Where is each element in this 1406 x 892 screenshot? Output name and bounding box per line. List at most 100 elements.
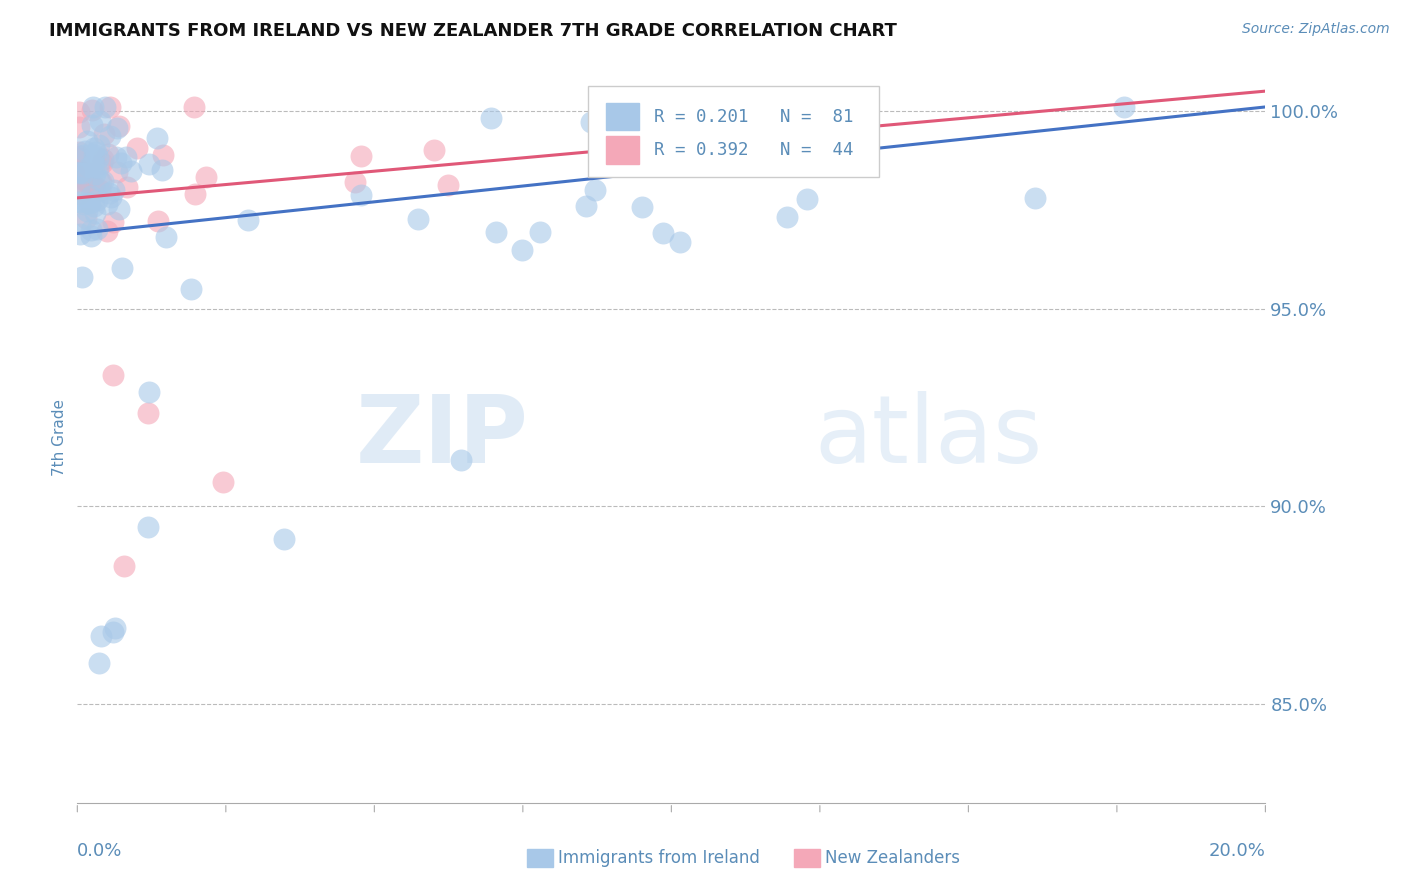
Point (273, 532, 295, 546)
Point (107, 121, 129, 136)
Point (120, 164, 142, 178)
Point (112, 558, 135, 573)
Point (125, 141, 148, 155)
Point (138, 384, 160, 399)
Point (93, 127, 115, 141)
Point (80, 103, 103, 118)
Point (98, 129, 121, 144)
Text: ZIP: ZIP (356, 391, 529, 483)
Point (107, 202, 129, 216)
Point (101, 368, 124, 383)
Point (89, 172, 111, 186)
Point (579, 114, 602, 128)
Point (436, 178, 458, 193)
Point (76, 134, 98, 148)
Point (80, 229, 103, 244)
Point (69, 227, 91, 242)
Point (89, 656, 111, 670)
Point (100, 190, 122, 204)
Point (575, 199, 598, 213)
Point (101, 625, 124, 640)
Point (96, 197, 118, 211)
Point (73, 196, 96, 211)
Point (67, 165, 90, 179)
Text: atlas: atlas (814, 391, 1042, 483)
Text: 0.0%: 0.0% (77, 842, 122, 861)
Point (91, 174, 114, 188)
Point (107, 119, 129, 133)
Text: New Zealanders: New Zealanders (825, 849, 960, 867)
Point (238, 213, 260, 227)
Point (67, 174, 90, 188)
Point (110, 156, 132, 170)
Point (86, 221, 108, 235)
Point (111, 260, 134, 275)
Point (84, 145, 107, 160)
Point (103, 184, 125, 198)
Point (87, 161, 110, 175)
Point (796, 193, 818, 207)
Point (67, 120, 90, 135)
Point (146, 214, 169, 228)
Point (76, 166, 98, 180)
Point (638, 130, 661, 145)
Point (150, 163, 173, 178)
Point (77, 173, 100, 187)
Point (115, 180, 138, 194)
Point (86, 194, 108, 208)
Point (104, 621, 127, 635)
Point (67, 151, 90, 165)
Point (180, 282, 202, 296)
Point (652, 227, 675, 241)
Point (93, 100, 115, 114)
Point (583, 183, 606, 197)
Point (101, 215, 124, 229)
Point (83, 148, 105, 162)
Point (343, 175, 366, 189)
Point (82, 155, 104, 169)
Point (669, 235, 692, 249)
Point (98, 186, 121, 200)
Point (67, 187, 90, 202)
Bar (606, 136, 640, 164)
Point (90, 175, 112, 189)
Y-axis label: 7th Grade: 7th Grade (52, 399, 67, 475)
Point (89, 114, 111, 128)
Bar (606, 103, 640, 130)
Point (72, 163, 94, 178)
Point (450, 453, 472, 467)
Point (75, 211, 97, 225)
Text: 20.0%: 20.0% (1209, 842, 1265, 861)
Point (69, 165, 91, 179)
Point (67, 149, 90, 163)
Point (76, 204, 98, 219)
Text: Immigrants from Ireland: Immigrants from Ireland (558, 849, 761, 867)
Text: IMMIGRANTS FROM IRELAND VS NEW ZEALANDER 7TH GRADE CORRELATION CHART: IMMIGRANTS FROM IRELAND VS NEW ZEALANDER… (49, 22, 897, 40)
Point (194, 169, 217, 184)
Point (91, 152, 114, 166)
Point (84, 206, 107, 220)
Point (80, 189, 103, 203)
Point (97, 147, 120, 161)
Point (75, 144, 97, 158)
Point (90, 629, 112, 643)
Point (83, 199, 105, 213)
Point (77, 160, 100, 174)
Point (155, 230, 177, 244)
Point (76, 170, 98, 185)
Point (98, 100, 121, 114)
Point (90, 156, 112, 170)
Point (350, 149, 373, 163)
Point (82, 100, 104, 114)
Point (152, 147, 174, 161)
Point (146, 131, 169, 145)
Point (70, 269, 93, 284)
Point (72, 166, 94, 180)
Point (82, 179, 104, 194)
Point (87, 151, 110, 165)
Point (136, 406, 159, 420)
Point (67, 145, 90, 160)
Point (1114, 100, 1136, 114)
Point (83, 179, 105, 194)
Point (183, 100, 205, 114)
